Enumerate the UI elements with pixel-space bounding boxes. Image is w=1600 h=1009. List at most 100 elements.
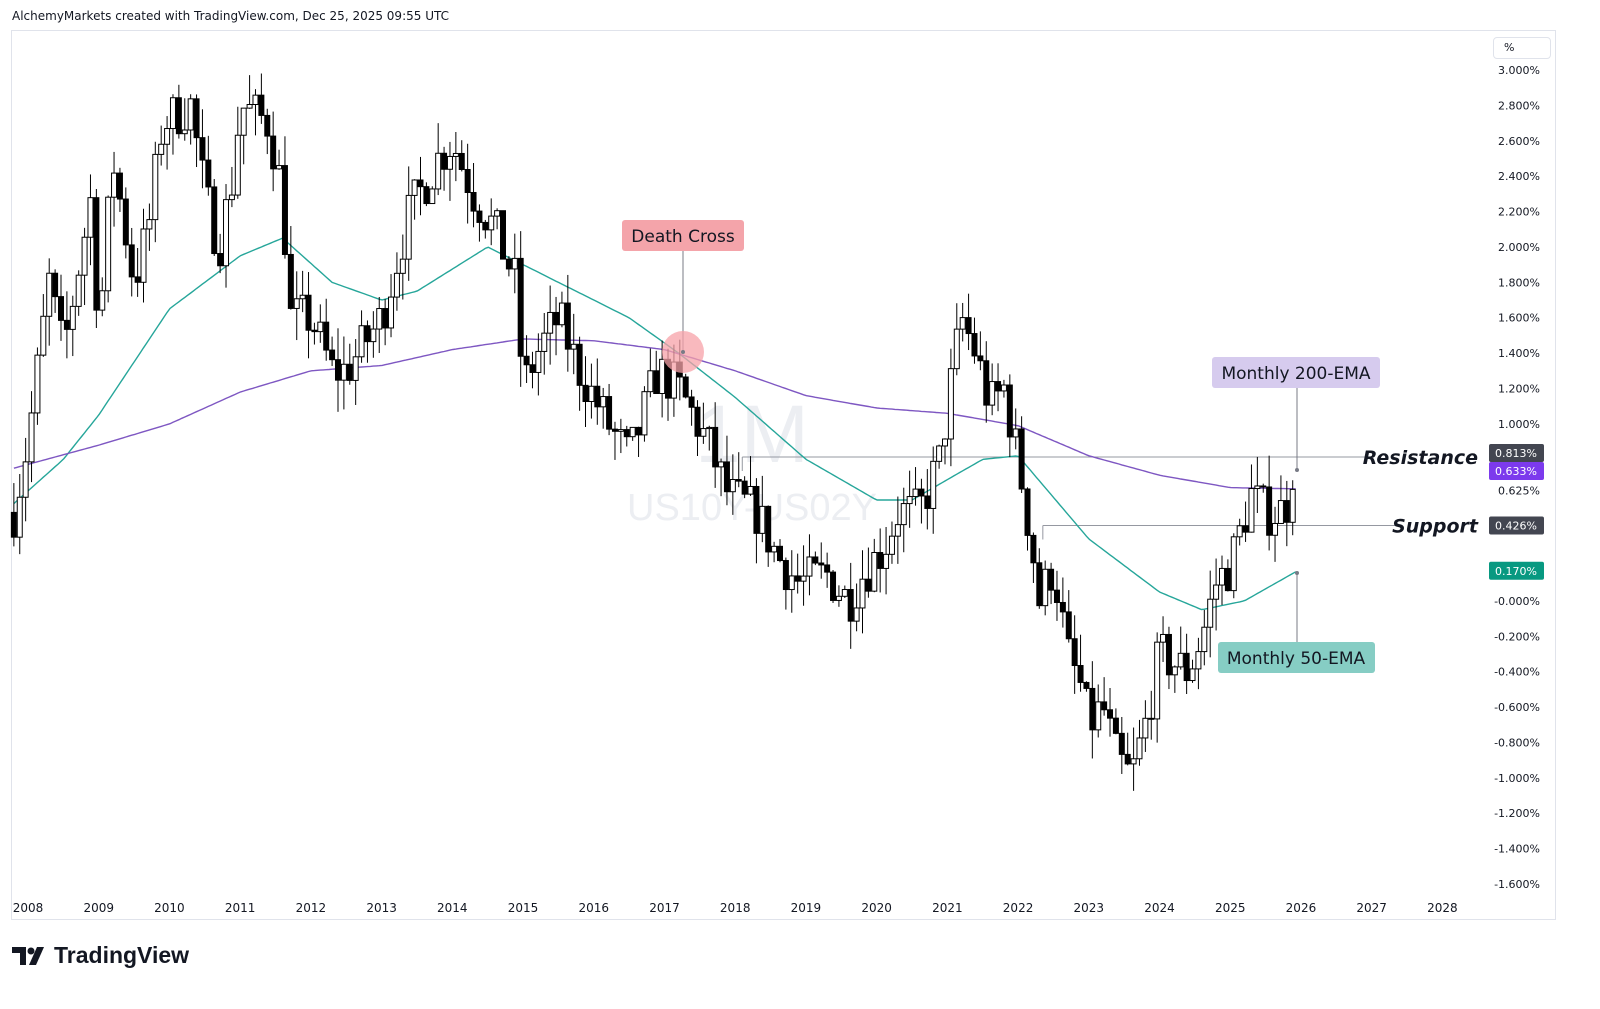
- candle: [205, 135, 212, 196]
- candle: [1101, 677, 1108, 716]
- candle: [505, 256, 512, 277]
- candle-body: [523, 355, 530, 366]
- tradingview-logo-icon: [12, 946, 44, 965]
- ema50-label: Monthly 50-EMA: [1227, 649, 1366, 669]
- candle: [169, 94, 176, 155]
- axis-unit-button[interactable]: %: [1493, 37, 1551, 59]
- candle-body: [1107, 709, 1114, 719]
- candle-body: [1236, 525, 1243, 538]
- candle: [311, 322, 318, 345]
- candle-body: [146, 219, 153, 230]
- candle: [1112, 708, 1119, 735]
- candle-body: [58, 296, 65, 321]
- candle: [1254, 456, 1261, 514]
- candle-body: [942, 438, 949, 447]
- candle: [1000, 379, 1007, 398]
- tradingview-logo: TradingView: [12, 942, 189, 969]
- candle-body: [193, 98, 200, 139]
- y-tick-label: -0.800%: [1494, 736, 1540, 749]
- candle-body: [1024, 488, 1031, 536]
- candle-body: [759, 505, 766, 534]
- ema50-label-bg: [1218, 642, 1375, 673]
- candle: [382, 299, 389, 346]
- candle: [58, 274, 65, 341]
- candle-body: [140, 228, 147, 283]
- candle-body: [570, 343, 577, 350]
- candle-body: [1201, 626, 1208, 653]
- candle: [276, 149, 283, 170]
- candle: [287, 226, 294, 310]
- candle-body: [52, 272, 59, 298]
- candle: [930, 446, 937, 534]
- candle: [1266, 455, 1273, 551]
- candle: [181, 98, 188, 141]
- candle-body: [1130, 758, 1137, 765]
- candle: [712, 402, 719, 488]
- candle: [1030, 532, 1037, 583]
- candle-body: [252, 94, 259, 106]
- y-tick-label: -1.600%: [1494, 878, 1540, 891]
- candle: [1006, 374, 1013, 458]
- callout-dot: [681, 350, 685, 354]
- candle: [1065, 590, 1072, 643]
- price-tag-support: 0.426%: [1495, 519, 1537, 532]
- candle-body: [217, 253, 224, 267]
- candle: [883, 527, 890, 595]
- candle: [329, 336, 336, 367]
- candle-body: [1012, 428, 1019, 438]
- candle-body: [69, 305, 76, 330]
- candle-body: [63, 319, 70, 330]
- candle-body: [594, 385, 601, 408]
- price-tag-bg: [1489, 516, 1544, 535]
- candle-body: [1260, 485, 1267, 488]
- candle: [134, 248, 141, 297]
- callout-dot: [1295, 468, 1299, 472]
- candle: [40, 294, 47, 357]
- candle: [653, 350, 660, 395]
- candle: [594, 358, 601, 425]
- candle: [281, 136, 288, 259]
- candle-body: [835, 595, 842, 601]
- candle: [606, 383, 613, 436]
- candle-body: [517, 257, 524, 357]
- candle: [983, 341, 990, 423]
- candle: [264, 108, 271, 155]
- candle-body: [1254, 485, 1261, 490]
- candle-body: [116, 172, 123, 200]
- candle-body: [240, 107, 247, 136]
- candle: [718, 458, 725, 497]
- candle: [28, 391, 35, 483]
- candle: [500, 210, 507, 260]
- candle-body: [1006, 384, 1013, 438]
- y-tick-label: 2.800%: [1498, 99, 1540, 112]
- candle: [558, 291, 565, 328]
- candle: [1148, 690, 1155, 740]
- candle-body: [1213, 584, 1220, 600]
- candle-body: [1030, 534, 1037, 564]
- candle-body: [1083, 681, 1090, 689]
- candle: [529, 351, 536, 389]
- candle: [482, 219, 489, 239]
- candle: [600, 387, 607, 429]
- y-tick-label: 1.600%: [1498, 312, 1540, 325]
- candle: [1183, 633, 1190, 694]
- candle: [63, 291, 70, 359]
- candle-body: [293, 298, 300, 309]
- candle: [1230, 533, 1237, 599]
- candle-body: [152, 153, 159, 221]
- x-tick-label: 2010: [154, 901, 185, 915]
- candle: [16, 474, 23, 555]
- candle-body: [329, 349, 336, 361]
- candle-body: [959, 317, 966, 330]
- candle: [953, 303, 960, 376]
- candle: [470, 163, 477, 228]
- x-tick-label: 2017: [649, 901, 680, 915]
- candle-body: [741, 480, 748, 495]
- candle-body: [582, 384, 589, 403]
- candle: [841, 585, 848, 598]
- candle: [942, 438, 949, 465]
- candle-body: [765, 505, 772, 553]
- candle-body: [653, 370, 660, 395]
- candle-body: [918, 488, 925, 497]
